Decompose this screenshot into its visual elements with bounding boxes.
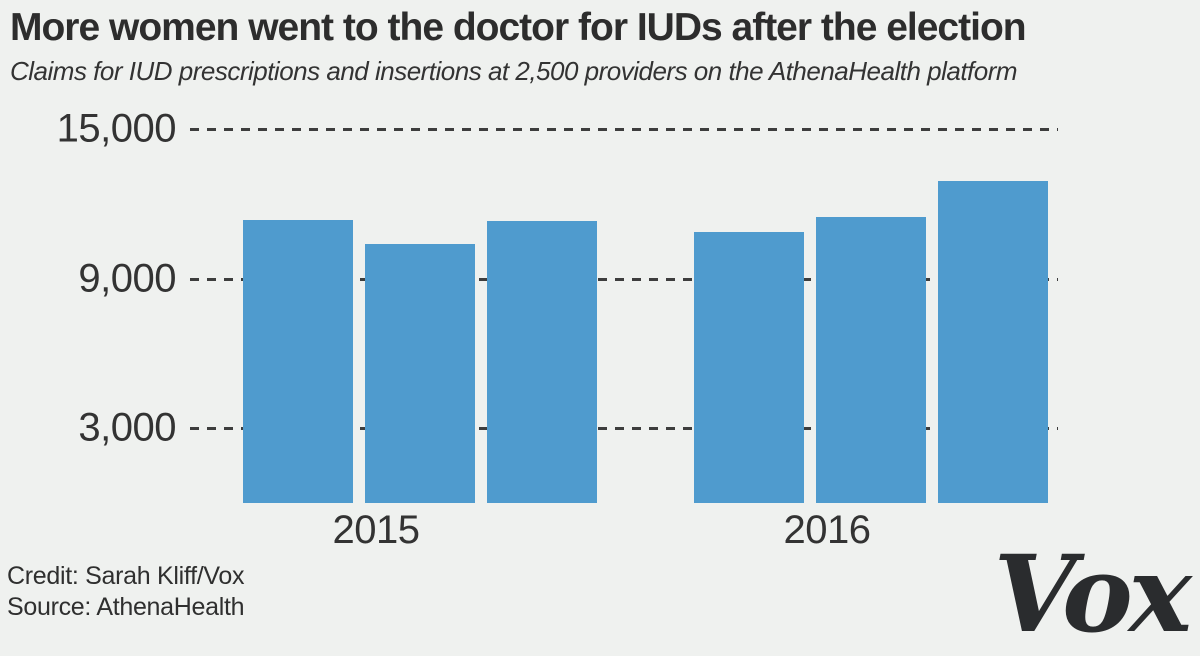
bar-chart-plot: 3,000 9,000 15,000 2015 2016 [56,106,1058,552]
credit-line: Credit: Sarah Kliff/Vox [7,562,245,590]
gridline-3,000 [190,427,1058,431]
x-axis-label-2015: 2015 [332,508,420,552]
bar-2016-1 [694,231,804,503]
chart-subtitle: Claims for IUD prescriptions and inserti… [10,56,1018,86]
chart-title: More women went to the doctor for IUDs a… [10,6,1027,49]
y-axis-tick-label: 3,000 [78,405,176,450]
bar-2015-2 [365,243,475,503]
source-line: Source: AthenaHealth [7,593,245,621]
y-axis-tick-label: 9,000 [78,256,176,301]
bar-2015-3 [487,221,597,503]
bar-2015-1 [243,219,353,503]
gridline-15,000 [190,128,1058,131]
y-axis-tick-label: 15,000 [56,106,177,151]
x-axis-label-2016: 2016 [783,508,871,552]
credits-block: Credit: Sarah Kliff/Vox Source: AthenaHe… [7,561,245,623]
gridline-9,000 [190,277,1058,281]
chart-card: More women went to the doctor for IUDs a… [7,6,1192,656]
bar-2016-2 [816,216,926,503]
bar-2016-3 [938,181,1048,503]
vox-logo: Vox [993,531,1192,656]
